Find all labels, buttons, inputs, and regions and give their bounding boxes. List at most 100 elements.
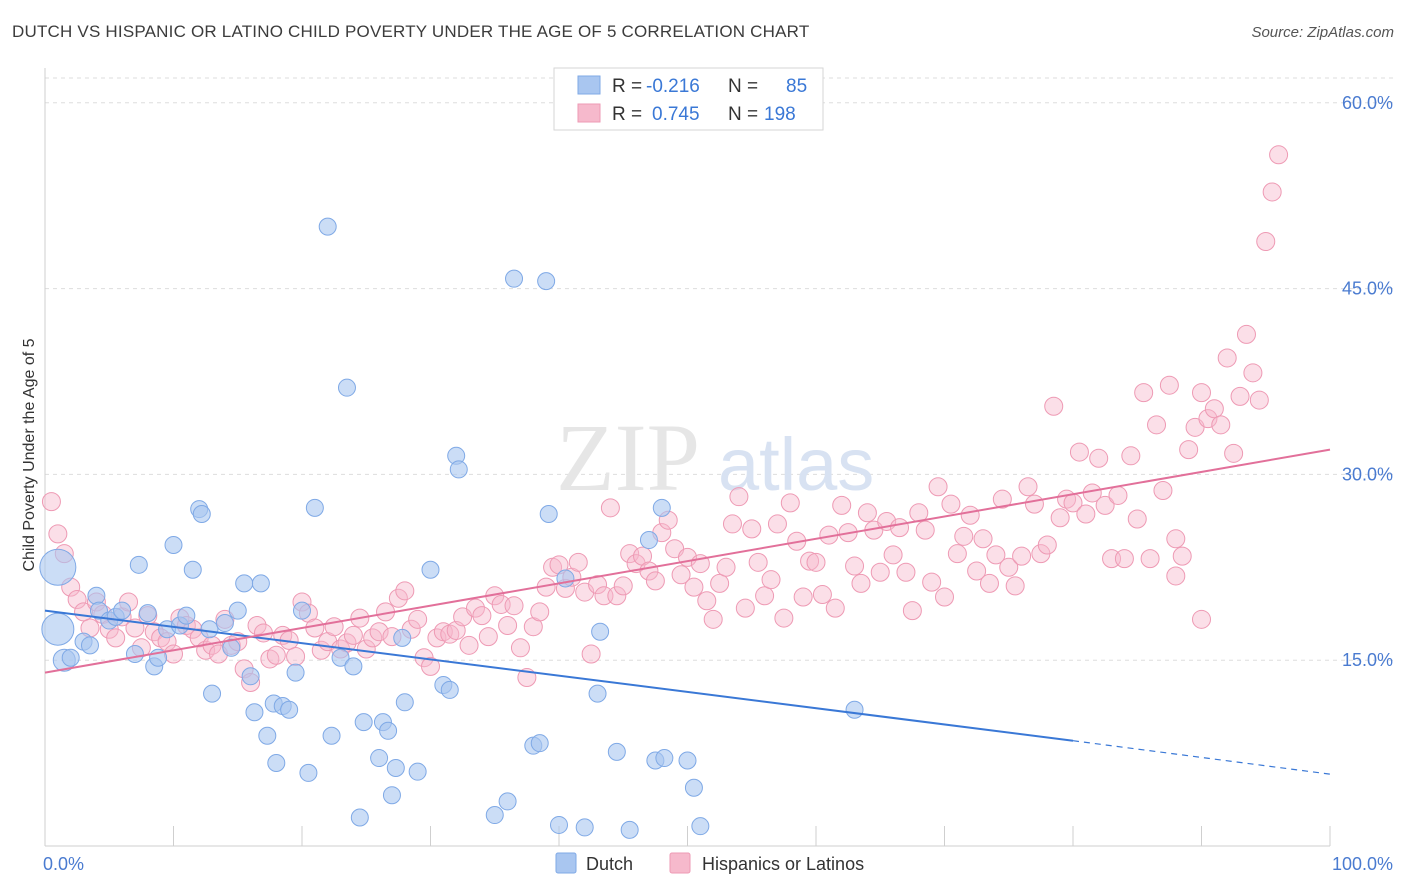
dutch-point: [293, 601, 311, 620]
hisp-point: [1095, 495, 1115, 515]
trend-lines: [44, 448, 1331, 775]
hisp-point: [388, 588, 408, 608]
hisp-point: [748, 552, 768, 572]
y-tick-label: 60.0%: [1342, 93, 1393, 113]
legend-box: R = -0.216 N = 85 R = 0.745 N = 198: [553, 67, 824, 131]
dutch-point: [379, 721, 398, 740]
hisp-point: [947, 544, 967, 564]
legend-n-label-hisp: N =: [728, 104, 758, 125]
dutch-point: [164, 535, 183, 554]
hisp-point: [979, 573, 999, 593]
dutch-point: [258, 726, 277, 745]
hisp-point: [986, 545, 1006, 565]
hisp-point: [600, 498, 620, 518]
legend-n-label-dutch: N =: [728, 76, 758, 97]
dutch-point: [344, 657, 363, 676]
hisp-point: [1076, 504, 1096, 524]
hisp-point: [1044, 396, 1064, 416]
dutch-point: [177, 606, 196, 625]
dutch-point: [607, 742, 626, 761]
dutch-point: [370, 749, 389, 768]
hisp-point: [48, 524, 68, 544]
hisp-point: [530, 602, 550, 622]
hisp-point: [684, 577, 704, 597]
dutch-point: [655, 749, 674, 768]
hisp-point: [1012, 546, 1032, 566]
dutch-point: [684, 778, 703, 797]
hisp-point: [504, 596, 524, 616]
bottom-legend: Dutch Hispanics or Latinos: [555, 852, 864, 874]
hisp-point: [1269, 145, 1289, 165]
y-tick-label: 45.0%: [1342, 279, 1393, 299]
hisp-point: [1230, 386, 1250, 406]
dutch-point: [498, 792, 517, 811]
hisp-point: [305, 618, 325, 638]
hisp-point: [1134, 383, 1154, 403]
hisp-point: [395, 581, 415, 601]
dutch-point: [575, 818, 594, 837]
hisp-point: [742, 519, 762, 539]
x-tick-label: 0.0%: [43, 854, 84, 874]
hisp-point: [408, 609, 428, 629]
dutch-point: [331, 648, 350, 667]
hisp-point: [935, 587, 954, 607]
y-axis-title: Child Poverty Under the Age of 5: [21, 338, 38, 571]
hisp-point: [735, 598, 755, 618]
watermark-atlas: atlas: [718, 423, 874, 506]
hisp-point: [999, 557, 1019, 577]
hisp-point: [67, 589, 87, 609]
hisp-point: [902, 601, 922, 621]
legend-swatch-dutch: [577, 75, 601, 95]
hisp-point: [774, 608, 794, 628]
hisp-point: [992, 489, 1012, 509]
dutch-point: [539, 505, 558, 524]
dutch-point: [245, 703, 264, 722]
hisp-point: [1256, 232, 1276, 252]
hisp-point: [767, 514, 787, 534]
dutch-point: [125, 645, 144, 663]
dutch-point: [620, 820, 639, 839]
hisp-point: [729, 487, 749, 507]
dutch-point: [505, 269, 524, 288]
hisp-point: [421, 656, 440, 676]
hisp-point: [440, 624, 460, 644]
hisp-point: [1192, 383, 1211, 403]
dutch-series-points: [39, 217, 864, 839]
hisp-point: [369, 622, 389, 642]
dutch-point: [449, 460, 468, 479]
hisp-point: [967, 561, 987, 581]
hisp-point: [1172, 546, 1192, 566]
dutch-trend-line: [44, 609, 1074, 742]
dutch-point: [61, 648, 80, 667]
hisp-point: [260, 649, 280, 669]
legend-n-value-dutch: 85: [786, 76, 807, 97]
hisp-point: [780, 493, 800, 513]
hisp-point: [588, 575, 608, 595]
dutch-point: [322, 726, 341, 745]
dutch-point: [318, 217, 337, 236]
hisp-point: [716, 557, 736, 577]
hisp-point: [825, 598, 845, 618]
legend-r-label-hisp: R =: [612, 104, 642, 125]
watermark: ZIP atlas: [556, 404, 874, 511]
hisp-point: [793, 587, 813, 607]
source-label: Source: ZipAtlas.com: [1251, 24, 1394, 41]
dutch-point: [286, 663, 305, 682]
dutch-point: [393, 628, 412, 647]
dutch-point: [354, 713, 373, 732]
hisp-point: [1217, 348, 1237, 368]
hisp-point: [697, 591, 717, 611]
hisp-point: [870, 562, 890, 582]
hisp-point: [845, 556, 865, 576]
hisp-point: [1166, 566, 1186, 586]
hisp-point: [613, 576, 633, 596]
hisp-point: [1236, 324, 1256, 344]
axes: [44, 68, 1331, 847]
bottom-legend-swatch-hisp: [669, 852, 691, 874]
hisp-point: [973, 529, 993, 549]
hisp-point: [671, 565, 691, 585]
hisp-point: [1050, 508, 1070, 528]
hisp-point: [1224, 443, 1244, 463]
hisp-point: [1018, 477, 1038, 497]
